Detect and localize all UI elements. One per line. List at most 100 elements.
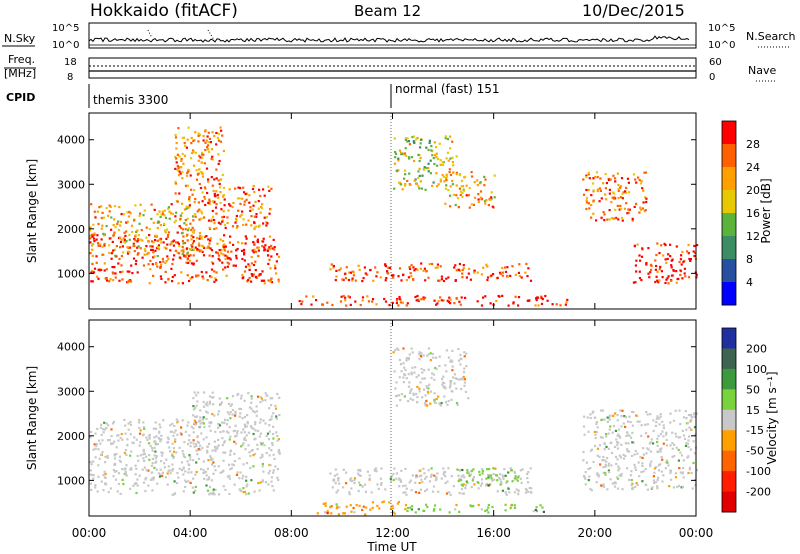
data-cell	[100, 205, 103, 208]
data-cell	[619, 409, 622, 412]
data-cell	[691, 487, 694, 490]
data-cell	[243, 251, 246, 254]
data-cell	[237, 209, 240, 212]
data-cell	[129, 468, 132, 471]
data-cell	[132, 257, 136, 260]
data-cell	[477, 487, 480, 490]
data-cell	[438, 365, 441, 368]
data-cell	[409, 389, 412, 392]
data-cell	[187, 471, 190, 474]
data-cell	[97, 277, 100, 280]
data-cell	[245, 237, 248, 240]
data-cell	[488, 468, 491, 471]
data-cell	[199, 156, 202, 159]
data-cell	[260, 207, 264, 210]
data-cell	[448, 168, 451, 171]
data-cell	[105, 277, 108, 280]
data-cell	[620, 207, 623, 211]
data-cell	[178, 467, 181, 470]
data-cell	[208, 202, 211, 205]
data-cell	[247, 219, 250, 222]
data-cell	[138, 474, 141, 477]
data-cell	[326, 510, 329, 513]
data-cell	[167, 278, 170, 281]
data-cell	[277, 450, 280, 453]
data-cell	[258, 188, 261, 191]
data-cell	[413, 269, 416, 272]
data-cell	[211, 200, 214, 203]
data-cell	[392, 511, 395, 514]
data-cell	[680, 263, 683, 266]
data-cell	[251, 274, 254, 277]
data-cell	[176, 433, 179, 436]
data-cell	[226, 411, 229, 414]
data-cell	[642, 189, 645, 192]
data-cell	[91, 280, 94, 283]
data-cell	[527, 267, 530, 270]
data-cell	[447, 159, 450, 162]
data-cell	[451, 390, 454, 393]
data-cell	[220, 208, 223, 211]
data-cell	[397, 304, 400, 307]
data-cell	[136, 484, 139, 487]
data-cell	[669, 421, 672, 424]
data-cell	[468, 267, 471, 270]
data-cell	[97, 475, 100, 478]
data-cell	[173, 424, 176, 428]
data-cell	[269, 267, 272, 270]
data-cell	[152, 241, 155, 244]
data-cell	[501, 274, 504, 277]
data-cell	[409, 391, 412, 395]
data-cell	[182, 162, 185, 165]
colorbar-tick-label: -50	[746, 445, 764, 458]
data-cell	[662, 424, 665, 427]
data-cell	[272, 425, 275, 428]
data-cell	[222, 268, 225, 271]
data-cell	[186, 424, 189, 427]
data-cell	[137, 459, 140, 462]
data-cell	[602, 455, 605, 459]
data-cell	[433, 474, 436, 477]
data-cell	[635, 202, 638, 205]
data-cell	[495, 299, 498, 303]
data-cell	[244, 439, 247, 442]
data-cell	[243, 253, 246, 256]
data-cell	[460, 377, 463, 380]
data-cell	[205, 271, 208, 274]
data-cell	[404, 491, 407, 494]
data-cell	[242, 218, 245, 221]
data-cell	[103, 234, 106, 237]
data-cell	[160, 460, 163, 463]
data-cell	[211, 215, 215, 218]
data-cell	[171, 463, 174, 466]
data-cell	[341, 278, 344, 281]
data-cell	[479, 181, 482, 184]
data-cell	[198, 218, 201, 221]
data-cell	[218, 159, 221, 163]
data-cell	[217, 257, 220, 260]
data-cell	[430, 145, 433, 148]
data-cell	[138, 432, 142, 435]
data-cell	[427, 368, 430, 371]
data-cell	[93, 267, 97, 270]
data-cell	[194, 198, 197, 201]
data-cell	[620, 425, 623, 428]
data-cell	[258, 273, 261, 276]
data-cell	[374, 266, 377, 269]
data-cell	[422, 269, 425, 272]
data-cell	[258, 435, 261, 438]
data-cell	[357, 472, 360, 475]
data-cell	[215, 212, 218, 215]
data-cell	[444, 364, 447, 367]
data-cell	[114, 276, 117, 279]
data-cell	[424, 401, 427, 405]
data-cell	[355, 504, 358, 507]
data-cell	[268, 212, 271, 215]
data-cell	[245, 192, 249, 195]
data-cell	[380, 467, 383, 470]
colorbar-tick-label: 100	[746, 363, 767, 376]
data-cell	[189, 458, 192, 461]
data-cell	[194, 213, 197, 216]
data-cell	[113, 454, 116, 457]
data-cell	[138, 426, 141, 429]
